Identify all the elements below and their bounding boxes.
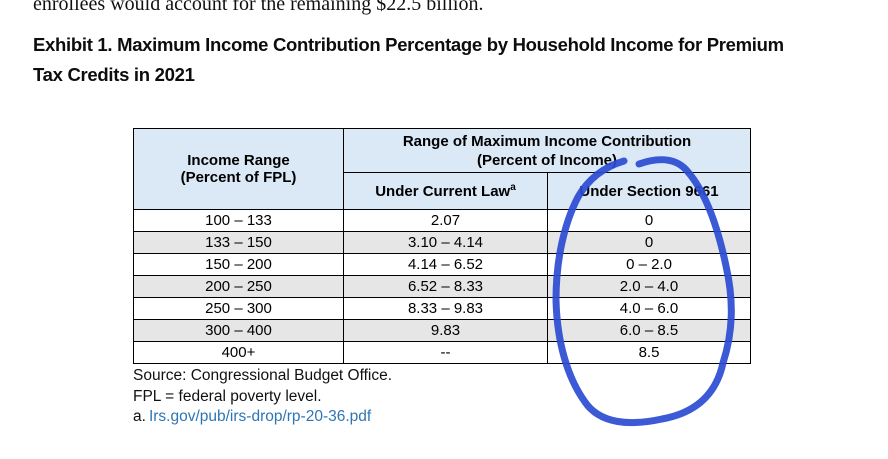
table-row: 250 – 300 8.33 – 9.83 4.0 – 6.0 [133,297,751,320]
cell-section-9661: 2.0 – 4.0 [547,275,751,298]
col-header-current-law: Under Current Lawa [343,172,548,210]
cell-section-9661: 6.0 – 8.5 [547,319,751,342]
table-row: 150 – 200 4.14 – 6.52 0 – 2.0 [133,253,751,276]
cell-fpl: 100 – 133 [133,209,344,232]
cell-current-law: 2.07 [343,209,548,232]
cell-fpl: 400+ [133,341,344,364]
cell-current-law: 9.83 [343,319,548,342]
footnote-line: a. Irs.gov/pub/irs-drop/rp-20-36.pdf [133,407,392,428]
cell-fpl: 133 – 150 [133,231,344,254]
cell-current-law: 8.33 – 9.83 [343,297,548,320]
cell-fpl: 300 – 400 [133,319,344,342]
table-notes: Source: Congressional Budget Office. FPL… [133,366,392,428]
footnote-label: a. [133,408,146,425]
table-header-row-1: Income Range (Percent of FPL) Range of M… [133,128,751,210]
footnote-link[interactable]: Irs.gov/pub/irs-drop/rp-20-36.pdf [148,408,372,425]
fpl-note: FPL = federal poverty level. [133,387,322,405]
cell-fpl: 150 – 200 [133,253,344,276]
table-row: 200 – 250 6.52 – 8.33 2.0 – 4.0 [133,275,751,298]
cell-section-9661: 4.0 – 6.0 [547,297,751,320]
cell-fpl: 200 – 250 [133,275,344,298]
cell-section-9661: 8.5 [547,341,751,364]
cell-current-law: 4.14 – 6.52 [343,253,548,276]
source-note: Source: Congressional Budget Office. [133,367,393,384]
cell-current-law: 3.10 – 4.14 [343,231,548,254]
exhibit-title: Exhibit 1. Maximum Income Contribution P… [33,34,784,85]
cell-section-9661: 0 [547,231,751,254]
body-text-fragment: enrollees would account for the remainin… [33,0,484,15]
table-row: 300 – 400 9.83 6.0 – 8.5 [133,319,751,342]
table-row: 100 – 133 2.07 0 [133,209,751,232]
cell-current-law: -- [343,341,548,364]
cell-section-9661: 0 [547,209,751,232]
table-row: 400+ -- 8.5 [133,341,751,364]
cell-current-law: 6.52 – 8.33 [343,275,548,298]
col-group-header-contribution: Range of Maximum Income Contribution (Pe… [343,128,751,173]
col-header-section-9661: Under Section 9661 [547,172,751,210]
table-row: 133 – 150 3.10 – 4.14 0 [133,231,751,254]
cell-fpl: 250 – 300 [133,297,344,320]
col-header-current-law-label: Under Current Law [375,182,511,200]
footnote-marker-a: a [510,181,516,193]
cell-section-9661: 0 – 2.0 [547,253,751,276]
col-header-income-range: Income Range (Percent of FPL) [133,128,344,210]
exhibit-table: Income Range (Percent of FPL) Range of M… [133,128,751,364]
